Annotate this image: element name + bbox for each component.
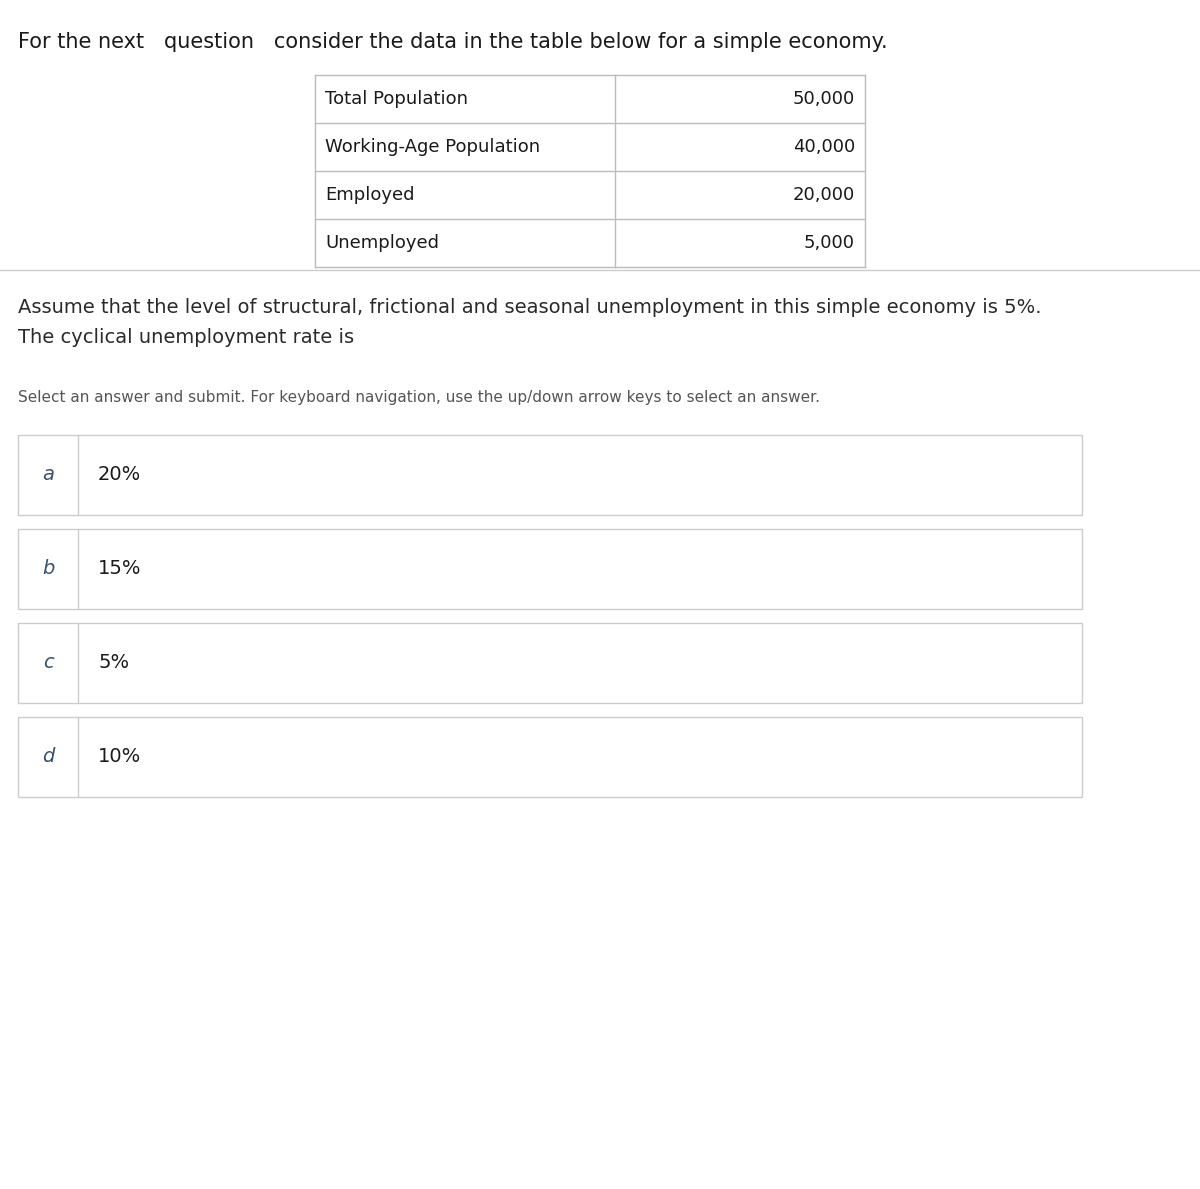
Text: Assume that the level of structural, frictional and seasonal unemployment in thi: Assume that the level of structural, fri… xyxy=(18,298,1042,317)
Text: a: a xyxy=(42,466,54,484)
Text: 20,000: 20,000 xyxy=(793,185,854,205)
Bar xyxy=(18,435,1082,515)
Text: For the next   question   consider the data in the table below for a simple econ: For the next question consider the data … xyxy=(18,32,888,52)
Text: Select an answer and submit. For keyboard navigation, use the up/down arrow keys: Select an answer and submit. For keyboar… xyxy=(18,390,820,405)
Text: d: d xyxy=(42,748,54,767)
Text: 5,000: 5,000 xyxy=(804,234,854,252)
Text: 50,000: 50,000 xyxy=(793,90,854,108)
Text: 40,000: 40,000 xyxy=(793,138,854,156)
Bar xyxy=(18,717,1082,797)
Text: c: c xyxy=(43,654,53,673)
Text: b: b xyxy=(42,560,54,579)
Text: Employed: Employed xyxy=(325,185,414,205)
Text: 20%: 20% xyxy=(98,466,142,484)
Bar xyxy=(18,529,1082,609)
Text: 5%: 5% xyxy=(98,654,130,673)
Text: The cyclical unemployment rate is: The cyclical unemployment rate is xyxy=(18,328,354,347)
Text: 10%: 10% xyxy=(98,748,142,767)
Text: Total Population: Total Population xyxy=(325,90,468,108)
Bar xyxy=(18,623,1082,703)
Text: Working-Age Population: Working-Age Population xyxy=(325,138,540,156)
Text: Unemployed: Unemployed xyxy=(325,234,439,252)
Text: 15%: 15% xyxy=(98,560,142,579)
